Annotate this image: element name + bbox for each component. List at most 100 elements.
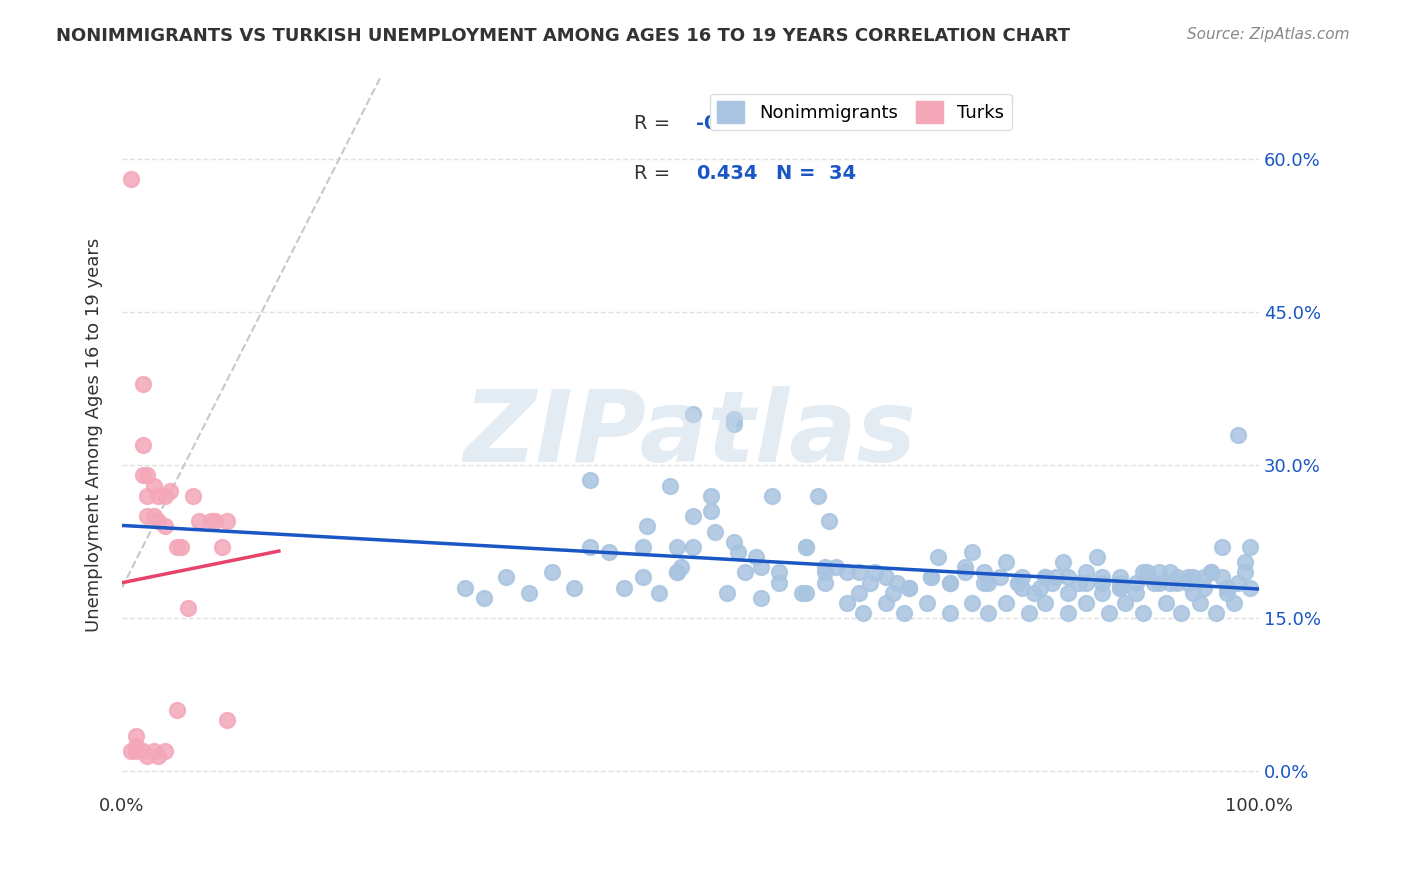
Point: [647, 585, 669, 599]
Point: [540, 566, 562, 580]
Point: [120, 172, 142, 186]
Point: [166, 703, 188, 717]
Point: [1091, 570, 1114, 584]
Text: R =: R =: [634, 114, 676, 134]
Text: ZIPatlas: ZIPatlas: [464, 386, 917, 483]
Point: [1018, 606, 1040, 620]
Point: [682, 540, 704, 554]
Point: [1147, 575, 1170, 590]
Point: [1227, 575, 1250, 590]
Point: [1125, 575, 1147, 590]
Point: [1170, 606, 1192, 620]
Point: [136, 489, 159, 503]
Point: [136, 509, 159, 524]
Point: [1056, 570, 1078, 584]
Point: [1011, 581, 1033, 595]
Point: [875, 570, 897, 584]
Point: [1022, 585, 1045, 599]
Point: [723, 534, 745, 549]
Point: [188, 514, 211, 528]
Point: [1033, 570, 1056, 584]
Point: [1177, 570, 1199, 584]
Point: [1085, 549, 1108, 564]
Point: [631, 570, 654, 584]
Point: [1205, 606, 1227, 620]
Point: [734, 566, 756, 580]
Point: [859, 575, 882, 590]
Point: [875, 596, 897, 610]
Point: [155, 489, 177, 503]
Point: [973, 566, 995, 580]
Point: [1222, 596, 1244, 610]
Point: [1074, 596, 1097, 610]
Point: [927, 549, 949, 564]
Point: [1166, 575, 1188, 590]
Point: [1052, 555, 1074, 569]
Point: [1109, 570, 1132, 584]
Text: Source: ZipAtlas.com: Source: ZipAtlas.com: [1187, 27, 1350, 42]
Point: [1234, 566, 1257, 580]
Point: [131, 438, 153, 452]
Point: [1029, 581, 1052, 595]
Point: [995, 555, 1018, 569]
Point: [920, 570, 942, 584]
Point: [682, 509, 704, 524]
Point: [988, 570, 1011, 584]
Point: [749, 591, 772, 605]
Point: [1011, 570, 1033, 584]
Point: [1132, 566, 1154, 580]
Point: [723, 417, 745, 432]
Point: [1074, 566, 1097, 580]
Point: [768, 575, 790, 590]
Text: NONIMMIGRANTS VS TURKISH UNEMPLOYMENT AMONG AGES 16 TO 19 YEARS CORRELATION CHAR: NONIMMIGRANTS VS TURKISH UNEMPLOYMENT AM…: [56, 27, 1070, 45]
Point: [1192, 581, 1215, 595]
Point: [564, 581, 586, 595]
Point: [155, 519, 177, 533]
Point: [1074, 575, 1097, 590]
Point: [1091, 585, 1114, 599]
Legend: Nonimmigrants, Turks: Nonimmigrants, Turks: [710, 94, 1011, 130]
Point: [882, 585, 904, 599]
Text: R =: R =: [634, 164, 676, 184]
Point: [813, 560, 835, 574]
Point: [579, 474, 602, 488]
Point: [1177, 575, 1199, 590]
Point: [1114, 596, 1136, 610]
Point: [665, 540, 688, 554]
Point: [613, 581, 636, 595]
Point: [1192, 570, 1215, 584]
Point: [1007, 575, 1029, 590]
Point: [1227, 427, 1250, 442]
Point: [723, 412, 745, 426]
Text: -0.019: -0.019: [696, 114, 765, 134]
Point: [1125, 585, 1147, 599]
Point: [848, 585, 870, 599]
Point: [1211, 570, 1233, 584]
Point: [837, 596, 859, 610]
Point: [761, 489, 783, 503]
Point: [682, 407, 704, 421]
Point: [159, 483, 181, 498]
Point: [142, 744, 165, 758]
Point: [938, 575, 960, 590]
Point: [177, 601, 200, 615]
Point: [125, 729, 148, 743]
Point: [1109, 581, 1132, 595]
Point: [1154, 596, 1177, 610]
Point: [700, 489, 723, 503]
Point: [155, 744, 177, 758]
Point: [818, 514, 841, 528]
Point: [631, 540, 654, 554]
Point: [955, 560, 977, 574]
Point: [938, 606, 960, 620]
Point: [1181, 570, 1204, 584]
Point: [886, 575, 908, 590]
Point: [211, 540, 233, 554]
Point: [794, 540, 817, 554]
Point: [181, 489, 204, 503]
Point: [813, 566, 835, 580]
Point: [915, 596, 938, 610]
Point: [1098, 606, 1121, 620]
Point: [1159, 566, 1181, 580]
Point: [1091, 575, 1114, 590]
